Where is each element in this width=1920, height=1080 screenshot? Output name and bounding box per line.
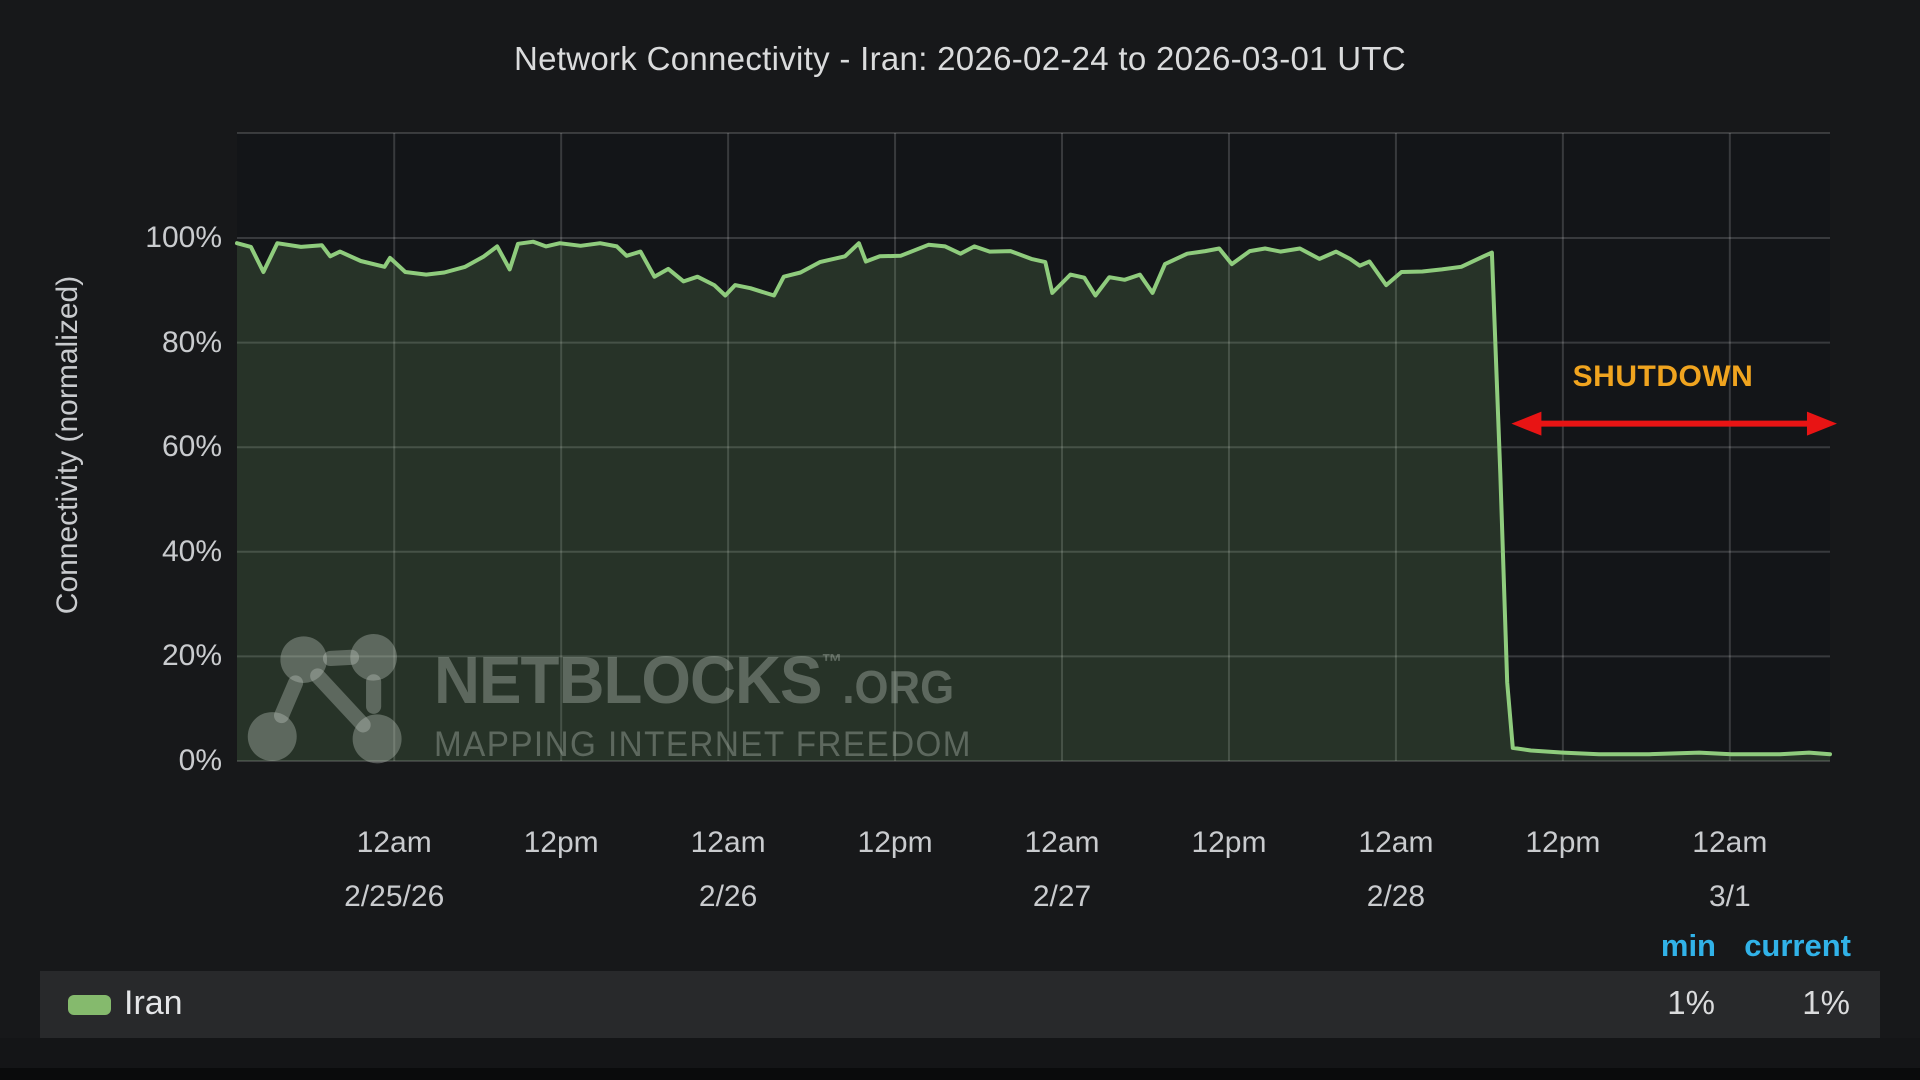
footer-strip-dark: [0, 1068, 1920, 1080]
watermark-text: NETBLOCKS™.ORG MAPPING INTERNET FREEDOM: [434, 630, 972, 765]
netblocks-logo-icon: [247, 634, 402, 764]
stat-header-current: current: [1744, 928, 1851, 963]
x-date-label-24: 2/25/26: [344, 880, 445, 913]
series-area-iran: [237, 241, 1830, 761]
watermark-brand: NETBLOCKS: [434, 643, 822, 718]
y-tick-label-0: 0%: [178, 744, 222, 777]
series-name: Iran: [124, 984, 183, 1022]
watermark-suffix: .ORG: [842, 661, 955, 713]
chart-title: Network Connectivity - Iran: 2026-02-24 …: [513, 40, 1407, 77]
x-tick-label-36: 12pm: [523, 826, 599, 859]
gridlines: [237, 132, 1830, 762]
series-line-iran[interactable]: [235, 239, 1832, 757]
plot-background: [237, 133, 1830, 761]
x-tick-label-120: 12am: [1692, 826, 1768, 859]
x-tick-label-96: 12am: [1358, 826, 1434, 859]
watermark-tm: ™: [821, 649, 843, 674]
netblocks-watermark: NETBLOCKS™.ORG MAPPING INTERNET FREEDOM: [243, 630, 1000, 768]
y-tick-label-80: 80%: [161, 325, 222, 359]
x-date-label-120: 3/1: [1708, 880, 1751, 913]
y-tick-label-20: 20%: [161, 639, 222, 673]
shutdown-annotation: SHUTDOWN: [1572, 360, 1754, 393]
x-date-label-48: 2/26: [698, 880, 758, 913]
y-tick-label-60: 60%: [161, 430, 222, 464]
stat-header-min: min: [1660, 928, 1716, 963]
legend-row-iran[interactable]: Iran 1% 1%: [40, 971, 1880, 1038]
y-tick-label-40: 40%: [161, 534, 222, 568]
x-date-label-96: 2/28: [1366, 880, 1426, 913]
watermark-tagline: MAPPING INTERNET FREEDOM: [434, 725, 972, 764]
shutdown-arrow: [1511, 411, 1837, 436]
x-tick-label-60: 12pm: [857, 826, 933, 859]
series-current-value: 1%: [1802, 984, 1850, 1021]
x-date-label-72: 2/27: [1032, 880, 1092, 913]
x-tick-label-72: 12am: [1024, 826, 1100, 859]
x-tick-label-48: 12am: [690, 826, 766, 859]
x-tick-label-108: 12pm: [1525, 826, 1601, 859]
y-tick-label-100: 100%: [145, 221, 222, 254]
x-tick-label-84: 12pm: [1191, 826, 1267, 859]
x-tick-label-24: 12am: [356, 826, 432, 859]
watermark-brand-line: NETBLOCKS™.ORG: [434, 630, 972, 719]
footer-strip: [0, 1038, 1920, 1068]
series-min-value: 1%: [1667, 984, 1715, 1021]
series-color-swatch: [68, 995, 111, 1015]
